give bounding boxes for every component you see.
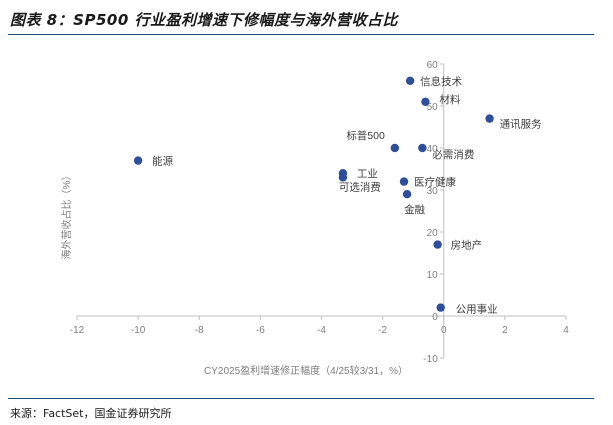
x-tick-label: -2 [378, 325, 387, 336]
source-note: 来源：FactSet，国金证券研究所 [10, 407, 172, 420]
data-point [485, 114, 494, 123]
data-point [405, 76, 415, 86]
y-tick-label: 60 [427, 60, 439, 71]
source-divider [8, 398, 594, 399]
data-points [133, 76, 494, 312]
x-tick-label: 2 [502, 325, 508, 336]
point-label: 房地产 [451, 239, 483, 252]
y-tick-label: 20 [427, 228, 439, 239]
point-label: 材料 [439, 93, 460, 106]
y-tick-label: 10 [427, 270, 439, 281]
scatter-chart: -12 -10 -8 -6 -4 -2 0 2 4 -10 0 10 20 30 40 50 60 信息技术材料… [60, 60, 569, 377]
data-point [421, 97, 430, 107]
y-tick-label: 40 [427, 144, 439, 155]
data-point [402, 190, 412, 199]
y-axis-label: 海外营收占比（%） [60, 171, 73, 260]
x-tick-label: -6 [256, 325, 265, 336]
y-tick-label: 30 [427, 186, 439, 197]
data-point [133, 156, 143, 165]
x-tick-label: -12 [70, 325, 85, 336]
x-tick-label: 4 [563, 325, 569, 336]
x-tick-label: -8 [195, 325, 204, 336]
x-tick-label: 0 [441, 325, 447, 336]
title-divider [8, 34, 594, 35]
data-point [399, 177, 409, 186]
point-label: 信息技术 [420, 75, 462, 88]
figure-title: 图表 8：SP500 行业盈利增速下修幅度与海外营收占比 [10, 11, 398, 29]
point-label: 必需消费 [432, 148, 474, 161]
data-point [433, 240, 442, 249]
point-label: 工业 [357, 168, 378, 180]
y-tick-label: 50 [427, 102, 439, 113]
y-tick-label: 0 [432, 312, 438, 323]
data-point [338, 173, 348, 182]
point-label: 能源 [152, 155, 173, 168]
y-tick-label: -10 [423, 354, 438, 365]
point-label: 通讯服务 [500, 118, 542, 131]
x-tick-label: -4 [317, 325, 326, 336]
x-axis-label: CY2025盈利增速修正幅度（4/25较3/31，%） [204, 364, 408, 377]
data-point [436, 303, 445, 312]
point-label: 可选消费 [339, 180, 381, 193]
x-tick-label: -10 [131, 325, 146, 336]
point-label: 标普500 [346, 129, 385, 142]
point-label: 医疗健康 [414, 176, 456, 189]
point-label: 公用事业 [456, 303, 498, 316]
point-label: 金融 [404, 203, 425, 216]
tick-labels: -12 -10 -8 -6 -4 -2 0 2 4 -10 0 10 20 30 40 50 60 [70, 60, 569, 365]
data-point [390, 143, 400, 153]
data-point [418, 143, 427, 153]
